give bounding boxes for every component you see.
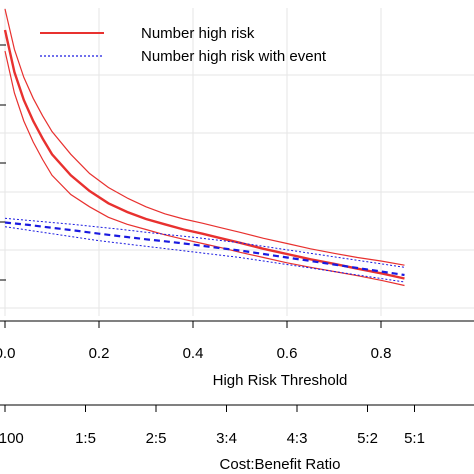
cb-tick-label-3: 3:4 xyxy=(216,430,237,447)
x-axis: 0.0 0.2 0.4 0.6 0.8 xyxy=(0,320,474,362)
x-tick-label-2: 0.4 xyxy=(183,345,204,362)
series-0-line xyxy=(3,29,405,280)
cb-tick-label-1: 1:5 xyxy=(75,430,96,447)
x-tick-label-1: 0.2 xyxy=(89,345,110,362)
series-1-lower-bound xyxy=(4,226,405,283)
x-axis-title: High Risk Threshold xyxy=(213,372,348,389)
series-1-line xyxy=(4,221,405,277)
legend-label-number-high-risk: Number high risk xyxy=(141,25,255,42)
x-tick-label-4: 0.8 xyxy=(371,345,392,362)
cb-tick-label-5: 5:2 xyxy=(357,430,378,447)
legend: Number high risk Number high risk with e… xyxy=(40,25,327,65)
legend-label-number-high-risk-with-event: Number high risk with event xyxy=(141,48,327,65)
cb-tick-label-6: 5:1 xyxy=(404,430,425,447)
cb-tick-label-4: 4:3 xyxy=(287,430,308,447)
cb-tick-label-0: 1:100 xyxy=(0,430,24,447)
cb-tick-label-2: 2:5 xyxy=(146,430,167,447)
series-0-upper-bound xyxy=(4,8,405,266)
x-tick-label-0: 0.0 xyxy=(0,345,15,362)
x-tick-label-3: 0.6 xyxy=(277,345,298,362)
series-layer xyxy=(3,8,405,287)
series-1-upper-bound xyxy=(4,217,405,268)
cost-benefit-axis: 1:100 1:5 2:5 3:4 4:3 5:2 5:1 xyxy=(0,404,474,447)
cost-benefit-axis-title: Cost:Benefit Ratio xyxy=(220,456,341,473)
